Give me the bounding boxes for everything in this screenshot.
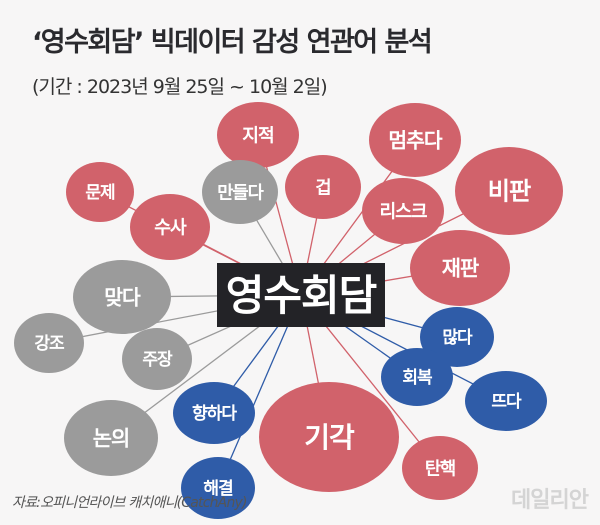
bubble-shape xyxy=(410,230,510,306)
period-subtitle: (기간 : 2023년 9월 25일 ~ 10월 2일) xyxy=(32,76,328,98)
keyword-bubble-negative: 리스크 xyxy=(362,178,444,244)
bubble-shape xyxy=(369,103,461,177)
bubble-shape xyxy=(122,328,192,390)
bubble-label: 문제 xyxy=(85,183,115,203)
bubble-shape xyxy=(130,194,210,260)
bubble-shape xyxy=(420,307,494,367)
source-note: 자료:오피니언라이브 캐치애니(CatchAny) xyxy=(12,495,247,511)
keyword-bubble-negative: 기각 xyxy=(259,382,399,492)
keyword-bubble-negative: 멈추다 xyxy=(369,103,461,177)
keyword-bubble-negative: 문제 xyxy=(66,162,134,222)
bubble-label: 탄핵 xyxy=(425,459,455,479)
bubble-shape xyxy=(381,348,453,406)
bubble-shape xyxy=(455,147,563,235)
bubble-shape xyxy=(217,102,299,168)
keyword-bubble-positive: 향하다 xyxy=(173,382,255,444)
bubble-shape xyxy=(362,178,444,244)
keyword-bubble-negative: 비판 xyxy=(455,147,563,235)
bubble-label: 기각 xyxy=(304,421,355,454)
keyword-bubble-negative: 수사 xyxy=(130,194,210,260)
bubble-label: 지적 xyxy=(242,126,273,147)
bubble-shape xyxy=(465,371,547,431)
center-keyword: 영수회담 xyxy=(226,271,377,320)
publisher-logo: 데일리안 xyxy=(511,488,589,513)
keyword-bubble-neutral: 강조 xyxy=(14,313,84,373)
bubble-label: 논의 xyxy=(93,427,129,451)
bubble-shape xyxy=(285,155,361,219)
keyword-bubble-neutral: 맞다 xyxy=(73,260,171,334)
bubble-shape xyxy=(173,382,255,444)
center-box-shape xyxy=(217,263,385,327)
bubble-label: 해결 xyxy=(203,479,233,499)
bubble-label: 회복 xyxy=(402,368,433,388)
center-keyword-box: 영수회담 xyxy=(217,263,385,327)
bubble-shape xyxy=(202,160,278,224)
bubble-label: 많다 xyxy=(442,328,473,348)
keyword-bubble-positive: 해결 xyxy=(181,457,255,519)
keyword-bubble-negative: 탄핵 xyxy=(402,436,478,500)
bubble-label: 재판 xyxy=(442,257,479,281)
bubble-shape xyxy=(181,457,255,519)
keyword-bubble-negative: 재판 xyxy=(410,230,510,306)
bubble-shape xyxy=(402,436,478,500)
bubble-shape xyxy=(14,313,84,373)
keyword-bubble-neutral: 주장 xyxy=(122,328,192,390)
keyword-bubble-negative: 지적 xyxy=(217,102,299,168)
bubble-shape xyxy=(66,162,134,222)
bubble-label: 수사 xyxy=(154,218,187,239)
keyword-bubble-positive: 회복 xyxy=(381,348,453,406)
bubble-label: 강조 xyxy=(34,334,65,354)
bubble-shape xyxy=(64,400,158,476)
keyword-bubble-neutral: 논의 xyxy=(64,400,158,476)
bubble-label: 맞다 xyxy=(104,285,141,309)
keyword-bubble-negative: 겁 xyxy=(285,155,361,219)
bubble-shape xyxy=(73,260,171,334)
bubble-label: 만들다 xyxy=(217,183,264,203)
bubble-shape xyxy=(259,382,399,492)
keyword-bubble-neutral: 만들다 xyxy=(202,160,278,224)
page-title: ‘영수회담’ 빅데이터 감성 연관어 분석 xyxy=(32,27,433,58)
bubble-label: 멈추다 xyxy=(388,128,442,152)
bubble-label: 겁 xyxy=(315,178,330,198)
bubble-label: 뜨다 xyxy=(491,392,522,412)
keyword-bubble-positive: 뜨다 xyxy=(465,371,547,431)
bubble-label: 비판 xyxy=(488,178,531,206)
bubble-label: 리스크 xyxy=(379,202,427,223)
keyword-bubble-positive: 많다 xyxy=(420,307,494,367)
bubble-label: 주장 xyxy=(142,350,173,370)
bubble-label: 향하다 xyxy=(192,403,237,424)
